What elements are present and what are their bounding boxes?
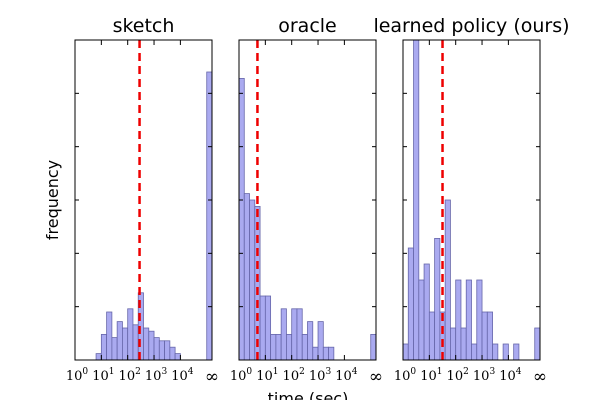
x-tick-label: 100 bbox=[66, 367, 89, 384]
histogram-bar bbox=[275, 333, 282, 361]
histogram-bar bbox=[434, 237, 441, 361]
panel-title: learned policy (ours) bbox=[373, 15, 569, 37]
histogram-bar bbox=[328, 346, 335, 361]
x-tick-label-infinity: ∞ bbox=[369, 367, 383, 387]
x-tick-label: 103 bbox=[473, 367, 496, 384]
histogram-bar bbox=[127, 308, 134, 361]
x-tick-label: 101 bbox=[92, 367, 114, 384]
histogram-bar bbox=[243, 193, 250, 361]
x-tick-label: 103 bbox=[145, 367, 168, 384]
x-tick-label: 102 bbox=[447, 367, 469, 384]
x-tick-label: 102 bbox=[283, 367, 305, 384]
histogram-bar bbox=[492, 343, 499, 361]
histogram-bar bbox=[370, 333, 377, 361]
x-tick-label: 100 bbox=[230, 367, 253, 384]
histogram-bar bbox=[301, 333, 308, 361]
x-tick-label: 100 bbox=[394, 367, 417, 384]
histogram-bar bbox=[153, 337, 160, 361]
histogram-bar bbox=[481, 311, 488, 361]
histogram-bar bbox=[270, 333, 277, 361]
x-tick-label: 104 bbox=[499, 367, 522, 384]
histogram-bar bbox=[486, 311, 493, 361]
histogram-bar bbox=[143, 327, 150, 361]
histogram-bar bbox=[402, 343, 409, 361]
histogram-bar bbox=[455, 279, 462, 361]
x-tick-label-infinity: ∞ bbox=[533, 367, 547, 387]
panel-title: sketch bbox=[113, 15, 175, 37]
histogram-bar bbox=[174, 353, 181, 361]
histogram-bar bbox=[423, 263, 430, 361]
panel-3: learned policy (ours) 100 101 102 103 104 ∞ bbox=[373, 15, 569, 387]
histogram-bar bbox=[280, 308, 287, 361]
histogram-bar bbox=[476, 279, 483, 361]
histogram-bar bbox=[534, 327, 541, 361]
x-tick-label: 104 bbox=[335, 367, 358, 384]
x-tick-label: 104 bbox=[171, 367, 194, 384]
histogram-bar bbox=[286, 333, 293, 361]
x-tick-label: 101 bbox=[420, 367, 442, 384]
histogram-bar bbox=[307, 321, 314, 361]
histogram-bar bbox=[407, 247, 414, 361]
histogram-bar bbox=[312, 346, 319, 361]
y-axis-label: frequency bbox=[43, 160, 62, 240]
panel-1: sketch 100 101 102 103 104 ∞ bbox=[66, 15, 219, 387]
histogram-bar bbox=[169, 346, 176, 361]
histogram-bar bbox=[513, 343, 520, 361]
histogram-bar bbox=[502, 343, 509, 361]
histogram-bar bbox=[317, 321, 324, 361]
histogram-bar bbox=[444, 199, 451, 361]
histogram-bar bbox=[122, 327, 129, 361]
histogram-bar bbox=[322, 346, 329, 361]
histogram-bar bbox=[164, 340, 171, 361]
histogram-bar bbox=[206, 71, 213, 361]
x-tick-label: 102 bbox=[119, 367, 141, 384]
panel-title: oracle bbox=[278, 15, 337, 37]
histogram-bar bbox=[158, 340, 165, 361]
histogram-bar bbox=[249, 199, 256, 361]
histogram-bar bbox=[111, 337, 118, 361]
histogram-bar bbox=[148, 330, 155, 361]
histogram-bar bbox=[116, 321, 123, 361]
histogram-bar bbox=[418, 279, 425, 361]
histogram-bar bbox=[100, 333, 108, 361]
histogram-bar bbox=[471, 343, 478, 361]
histogram-bar bbox=[259, 295, 266, 361]
panel-2: oracle 100 101 102 103 104 ∞ bbox=[230, 15, 383, 387]
histogram-bar bbox=[296, 308, 303, 361]
histogram-bar bbox=[465, 279, 472, 361]
x-tick-label-infinity: ∞ bbox=[205, 367, 219, 387]
histogram-bar bbox=[450, 327, 457, 361]
histogram-bar bbox=[264, 295, 272, 361]
x-tick-label: 103 bbox=[309, 367, 332, 384]
histogram-bar bbox=[95, 353, 102, 361]
histogram-bar bbox=[291, 308, 298, 361]
histogram-bar bbox=[132, 324, 139, 361]
histogram-bar bbox=[460, 327, 467, 361]
x-tick-label: 101 bbox=[256, 367, 278, 384]
histogram-bar bbox=[238, 78, 245, 361]
x-axis-label: time (sec) bbox=[268, 389, 349, 400]
histogram-bar bbox=[428, 311, 436, 361]
histogram-bar bbox=[413, 39, 420, 361]
histogram-bar bbox=[106, 311, 113, 361]
